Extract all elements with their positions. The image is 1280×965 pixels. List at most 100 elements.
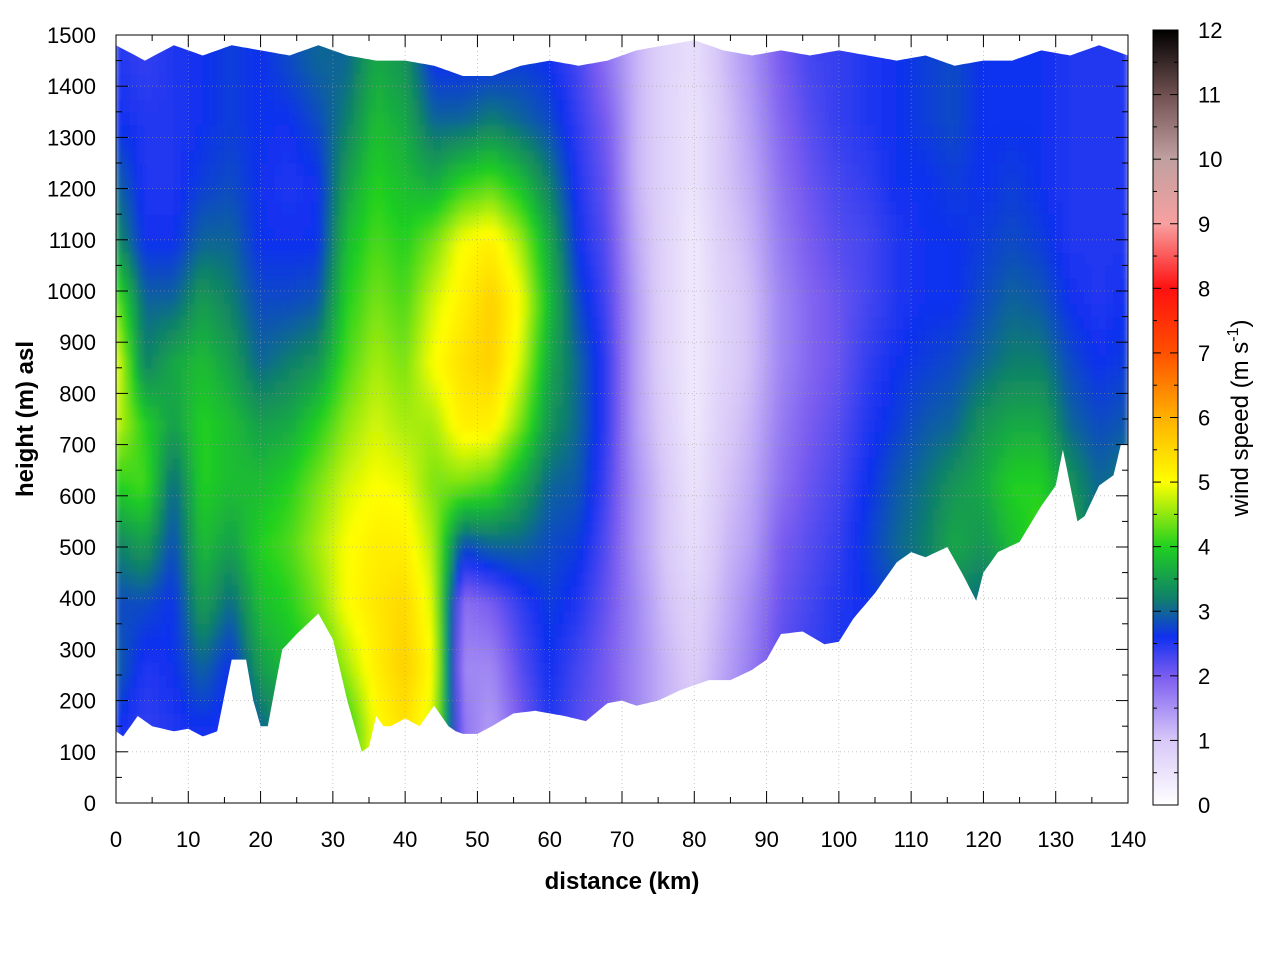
field-cell: [404, 239, 413, 254]
field-cell: [636, 47, 645, 62]
field-cell: [411, 623, 421, 638]
field-cell: [375, 444, 384, 458]
field-cell: [202, 559, 211, 574]
field-cell: [491, 290, 500, 305]
field-cell: [383, 380, 392, 394]
field-cell: [303, 405, 312, 420]
field-cell: [484, 98, 493, 113]
field-cell: [411, 712, 421, 727]
field-cell: [563, 546, 572, 561]
field-cell: [346, 482, 355, 497]
field-cell: [469, 495, 478, 510]
field-cell: [202, 47, 211, 62]
field-cell: [599, 431, 608, 446]
field-cell: [462, 149, 471, 164]
field-cell: [361, 469, 370, 484]
field-cell: [158, 482, 168, 497]
field-cell: [462, 712, 471, 727]
field-cell: [448, 700, 457, 714]
field-cell: [476, 469, 486, 484]
field-cell: [116, 584, 124, 599]
field-cell: [216, 290, 225, 305]
field-cell: [534, 111, 543, 126]
field-cell: [693, 469, 702, 484]
field-cell: [614, 303, 623, 318]
field-cell: [715, 738, 724, 752]
field-cell: [679, 418, 688, 433]
field-cell: [599, 482, 608, 497]
field-cell: [404, 546, 413, 561]
field-cell: [455, 661, 464, 676]
field-cell: [325, 200, 334, 215]
field-cell: [296, 610, 305, 625]
field-cell: [462, 124, 471, 138]
field-cell: [245, 380, 254, 394]
field-cell: [469, 85, 478, 100]
field-cell: [158, 290, 168, 305]
field-cell: [621, 60, 630, 74]
field-cell: [223, 380, 233, 394]
field-cell: [563, 239, 572, 254]
field-cell: [491, 380, 500, 394]
field-cell: [375, 252, 384, 266]
field-cell: [260, 98, 269, 113]
field-cell: [563, 674, 572, 689]
field-cell: [166, 341, 175, 356]
field-cell: [173, 124, 182, 138]
field-cell: [520, 584, 529, 599]
field-cell: [476, 162, 486, 177]
field-cell: [187, 738, 196, 752]
field-cell: [202, 520, 211, 535]
field-cell: [534, 226, 543, 241]
field-cell: [440, 136, 449, 151]
field-cell: [476, 175, 486, 190]
field-cell: [527, 277, 536, 292]
field-cell: [310, 392, 319, 407]
field-cell: [231, 520, 240, 535]
field-cell: [390, 725, 399, 740]
field-cell: [498, 751, 507, 752]
field-cell: [621, 674, 630, 689]
field-cell: [231, 252, 240, 266]
field-cell: [455, 418, 464, 433]
field-cell: [238, 239, 247, 254]
field-cell: [650, 546, 659, 561]
field-cell: [216, 136, 225, 151]
field-cell: [325, 162, 334, 177]
field-cell: [339, 213, 348, 228]
field-cell: [433, 546, 442, 561]
field-cell: [116, 392, 124, 407]
field-cell: [267, 162, 276, 177]
field-cell: [469, 264, 478, 279]
field-cell: [664, 674, 674, 689]
field-cell: [549, 252, 558, 266]
field-cell: [664, 610, 674, 625]
field-cell: [195, 546, 204, 561]
field-cell: [260, 674, 269, 689]
field-cell: [585, 213, 594, 228]
field-cell: [130, 546, 139, 561]
field-cell: [151, 661, 160, 676]
field-cell: [267, 328, 276, 343]
field-cell: [238, 597, 247, 612]
field-cell: [404, 40, 413, 49]
field-cell: [722, 508, 731, 522]
field-cell: [570, 277, 580, 292]
field-cell: [686, 226, 695, 241]
field-cell: [390, 303, 399, 318]
field-cell: [419, 648, 428, 663]
field-cell: [151, 188, 160, 202]
field-cell: [505, 239, 514, 254]
field-cell: [404, 508, 413, 522]
field-cell: [267, 431, 276, 446]
field-cell: [368, 277, 377, 292]
field-cell: [476, 674, 486, 689]
field-cell: [491, 597, 500, 612]
field-cell: [426, 725, 435, 740]
field-cell: [354, 508, 363, 522]
field-cell: [491, 418, 500, 433]
field-cell: [296, 40, 305, 49]
field-cell: [650, 610, 659, 625]
field-cell: [303, 456, 312, 471]
field-cell: [578, 533, 587, 548]
